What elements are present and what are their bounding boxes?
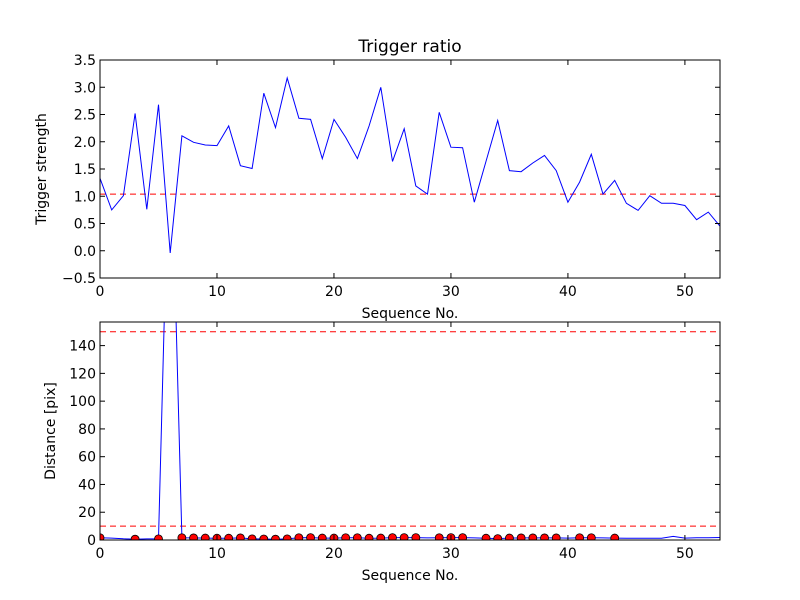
data-point (458, 533, 468, 540)
data-point (586, 533, 596, 540)
x-tick-label: 20 (325, 546, 343, 562)
data-point (364, 533, 374, 540)
data-point (399, 533, 409, 540)
data-point (610, 533, 620, 540)
data-point (189, 533, 198, 540)
x-tick-label: 40 (559, 284, 577, 300)
data-point (388, 533, 397, 540)
y-tick-label: 140 (69, 339, 96, 355)
x-tick-label: 20 (325, 284, 343, 300)
data-point (575, 533, 585, 540)
y-tick-label: 20 (78, 505, 96, 521)
data-point (434, 533, 444, 540)
y-tick-label: 3.5 (74, 53, 96, 69)
series-line (100, 76, 720, 253)
x-tick-label: 30 (442, 284, 460, 300)
x-tick-label: 40 (559, 546, 577, 562)
data-point (505, 533, 514, 540)
data-point (493, 534, 503, 540)
data-point (271, 534, 280, 540)
x-axis-label: Sequence No. (362, 306, 459, 322)
data-point (235, 533, 245, 540)
data-point (540, 533, 549, 540)
y-tick-label: 3.0 (74, 80, 96, 96)
distance-plot-marks: 0 10 20 30 40 50 0 20 40 60 80 100 120 140 (69, 321, 721, 562)
trigger-ratio-chart: Trigger ratio 0 10 20 30 40 50 −0.5 0.0 0.5 1.0 1.… (34, 37, 721, 322)
y-tick-label: 120 (69, 366, 96, 382)
chart-title: Trigger ratio (357, 37, 461, 57)
y-tick-label: 100 (69, 394, 96, 410)
trigger-plot-marks: 0 10 20 30 40 50 −0.5 0.0 0.5 1.0 1.5 2.0 2.5 3.0 3.5 (62, 53, 721, 300)
data-point (224, 533, 234, 540)
data-point (551, 533, 561, 540)
data-point (306, 533, 315, 540)
y-tick-label: 1.0 (74, 189, 96, 205)
data-point (411, 533, 421, 540)
data-point (317, 533, 327, 540)
x-tick-label: 0 (96, 284, 105, 300)
data-point (154, 534, 163, 540)
plot-area (100, 76, 720, 253)
y-tick-label: 2.0 (74, 135, 96, 151)
y-axis-label: Distance [pix] (43, 382, 59, 480)
y-tick-label: 0 (87, 533, 96, 549)
x-tick-label: 50 (676, 546, 694, 562)
data-point (100, 533, 105, 540)
data-point (200, 533, 210, 540)
data-point (247, 534, 257, 540)
y-tick-label: 0.5 (74, 217, 96, 233)
y-tick-label: 60 (78, 450, 96, 466)
x-tick-label: 30 (442, 546, 460, 562)
x-tick-label: 10 (208, 546, 226, 562)
x-tick-label: 0 (96, 546, 105, 562)
plot-frame (99, 321, 721, 541)
x-axis-label: Sequence No. (362, 568, 459, 584)
y-tick-label: 1.5 (74, 162, 96, 178)
data-point (341, 533, 351, 540)
y-tick-label: 40 (78, 477, 96, 493)
data-point (528, 533, 538, 540)
data-point (130, 534, 140, 540)
data-point (481, 533, 491, 540)
y-tick-label: 2.5 (74, 108, 96, 124)
x-tick-label: 10 (208, 284, 226, 300)
x-tick-label: 50 (676, 284, 694, 300)
y-tick-label: −0.5 (62, 271, 96, 287)
data-point (177, 533, 187, 540)
data-point (376, 533, 386, 540)
y-tick-label: 0.0 (74, 244, 96, 260)
y-tick-label: 80 (78, 422, 96, 438)
y-axis-label: Trigger strength (34, 113, 50, 226)
data-point (294, 533, 304, 540)
distance-chart: 0 10 20 30 40 50 0 20 40 60 80 100 120 140 Sequence N… (43, 321, 721, 584)
data-point (259, 534, 269, 540)
plot-area (100, 322, 720, 540)
data-point (352, 533, 362, 540)
data-point (516, 533, 526, 540)
data-point (282, 534, 292, 540)
